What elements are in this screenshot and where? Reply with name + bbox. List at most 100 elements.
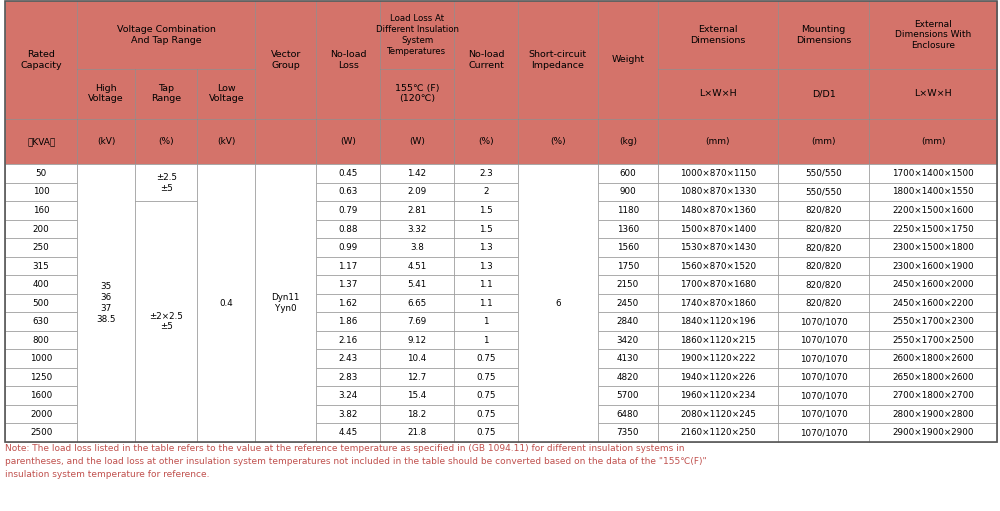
Bar [869,69,997,119]
Bar [658,350,778,368]
Text: 2: 2 [483,188,489,196]
Text: 2250×1500×1750: 2250×1500×1750 [892,224,974,234]
Text: 100: 100 [33,188,50,196]
Bar [778,405,869,424]
Bar [380,312,454,331]
Text: 820/820: 820/820 [805,262,842,270]
Bar [454,350,518,368]
Text: 15.4: 15.4 [407,391,427,400]
Bar [869,424,997,442]
Text: 6480: 6480 [617,410,639,419]
Bar [454,405,518,424]
Bar [380,350,454,368]
Text: 3.8: 3.8 [410,243,424,252]
Text: 1840×1120×196: 1840×1120×196 [680,317,756,326]
Text: ±2.5
±5: ±2.5 ±5 [156,173,177,193]
Text: (mm): (mm) [706,137,730,146]
Text: 2450×1600×2200: 2450×1600×2200 [892,298,974,308]
Bar [454,312,518,331]
Text: 0.79: 0.79 [338,206,358,215]
Bar [778,368,869,386]
Text: (mm): (mm) [921,137,945,146]
Text: 1.62: 1.62 [339,298,358,308]
Text: 1800×1400×1550: 1800×1400×1550 [892,188,974,196]
Bar [380,69,454,119]
Text: 820/820: 820/820 [805,280,842,289]
Bar [658,294,778,312]
Text: 1960×1120×234: 1960×1120×234 [680,391,756,400]
Text: 1070/1070: 1070/1070 [800,354,847,363]
Text: 1940×1120×226: 1940×1120×226 [680,373,756,382]
Bar [869,386,997,405]
Bar [380,220,454,238]
Bar [869,164,997,183]
Bar [316,368,380,386]
Bar [454,1,518,119]
Bar [658,424,778,442]
Bar [380,331,454,350]
Text: D/D1: D/D1 [812,89,835,98]
Bar [454,257,518,275]
Text: (%): (%) [550,137,566,146]
Bar [598,368,658,386]
Text: 6: 6 [555,298,560,308]
Bar [598,238,658,257]
Text: 5700: 5700 [617,391,639,400]
Bar [778,424,869,442]
Text: 820/820: 820/820 [805,206,842,215]
Text: Low
Voltage: Low Voltage [208,84,244,104]
Text: 2160×1120×250: 2160×1120×250 [680,428,756,437]
Bar [778,69,869,119]
Bar [5,350,77,368]
Text: 2.43: 2.43 [338,354,358,363]
Text: 1.3: 1.3 [479,262,493,270]
Text: 250: 250 [33,243,50,252]
Bar [380,164,454,183]
Bar [658,368,778,386]
Text: 1.1: 1.1 [479,280,493,289]
Text: 0.75: 0.75 [476,373,496,382]
Bar [380,405,454,424]
Text: 50: 50 [36,169,47,178]
Text: 1360: 1360 [617,224,639,234]
Bar [869,405,997,424]
Bar [658,1,778,69]
Bar [454,119,518,164]
Text: 7350: 7350 [617,428,639,437]
Text: 820/820: 820/820 [805,224,842,234]
Text: 0.99: 0.99 [338,243,358,252]
Text: Voltage Combination
And Tap Range: Voltage Combination And Tap Range [117,25,216,45]
Bar [598,405,658,424]
Text: 820/820: 820/820 [805,243,842,252]
Text: 1560×870×1520: 1560×870×1520 [680,262,756,270]
Text: 0.88: 0.88 [338,224,358,234]
Text: No-load
Current: No-load Current [468,50,504,69]
Text: 800: 800 [33,336,50,344]
Text: 2200×1500×1600: 2200×1500×1600 [892,206,974,215]
Bar [454,183,518,201]
Bar [778,386,869,405]
Text: 1600: 1600 [30,391,52,400]
Text: 2900×1900×2900: 2900×1900×2900 [892,428,974,437]
Bar [598,1,658,119]
Bar [658,220,778,238]
Text: 1.17: 1.17 [338,262,358,270]
Text: ±2×2.5
±5: ±2×2.5 ±5 [149,312,183,332]
Text: 1700×1400×1500: 1700×1400×1500 [892,169,974,178]
Bar [658,119,778,164]
Bar [658,386,778,405]
Bar [658,183,778,201]
Bar [135,201,197,442]
Text: External
Dimensions With
Enclosure: External Dimensions With Enclosure [895,19,971,50]
Bar [316,405,380,424]
Bar [778,220,869,238]
Text: 1.5: 1.5 [479,224,493,234]
Text: 3.24: 3.24 [338,391,358,400]
Bar [778,201,869,220]
Bar [5,164,77,183]
Bar [598,424,658,442]
Bar [380,275,454,294]
Bar [380,183,454,201]
Text: 7.69: 7.69 [407,317,427,326]
Bar [658,331,778,350]
